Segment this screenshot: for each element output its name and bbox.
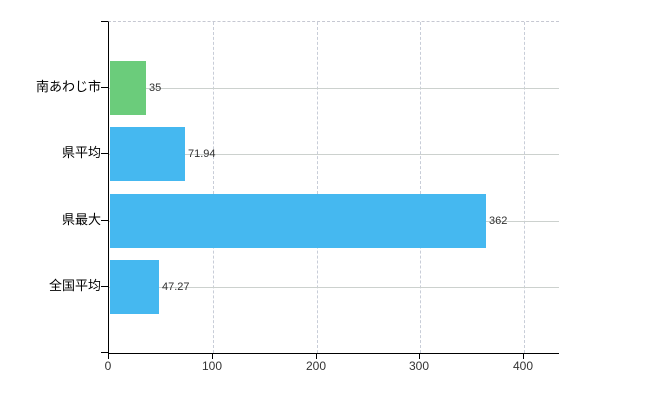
bar-value-label: 71.94 xyxy=(188,148,216,160)
x-axis-tick xyxy=(212,353,213,359)
y-axis-tick xyxy=(101,21,108,22)
category-label: 県最大 xyxy=(61,212,101,227)
y-axis-tick xyxy=(101,153,108,154)
bar-value-label: 35 xyxy=(149,82,162,94)
bar xyxy=(110,194,486,248)
bar-value-label: 47.27 xyxy=(162,281,190,293)
v-gridline xyxy=(213,22,214,353)
v-gridline xyxy=(524,22,525,353)
category-label: 県平均 xyxy=(61,145,101,160)
bar xyxy=(110,260,159,314)
category-label: 全国平均 xyxy=(48,278,101,293)
x-axis-tick xyxy=(108,353,109,359)
x-axis-tick xyxy=(316,353,317,359)
y-axis-tick xyxy=(101,220,108,221)
category-label: 南あわじ市 xyxy=(35,79,101,94)
v-gridline xyxy=(420,22,421,353)
y-axis-tick xyxy=(101,352,108,353)
h-gridline xyxy=(109,287,559,288)
x-axis-tick-label: 400 xyxy=(512,359,534,373)
h-gridline xyxy=(109,154,559,155)
h-gridline xyxy=(109,88,559,89)
x-axis-tick-label: 300 xyxy=(408,359,430,373)
bar xyxy=(110,127,185,181)
bar-value-label: 362 xyxy=(489,215,508,227)
plot-area: 35 71.94 362 47.27 xyxy=(108,21,559,354)
x-axis-tick xyxy=(523,353,524,359)
x-axis-tick-label: 100 xyxy=(201,359,223,373)
bar xyxy=(110,61,146,115)
y-axis-tick xyxy=(101,286,108,287)
v-gridline xyxy=(317,22,318,353)
x-axis-tick-label: 0 xyxy=(104,359,112,373)
x-axis-tick-label: 200 xyxy=(305,359,327,373)
x-axis-tick xyxy=(419,353,420,359)
y-axis-tick xyxy=(101,87,108,88)
